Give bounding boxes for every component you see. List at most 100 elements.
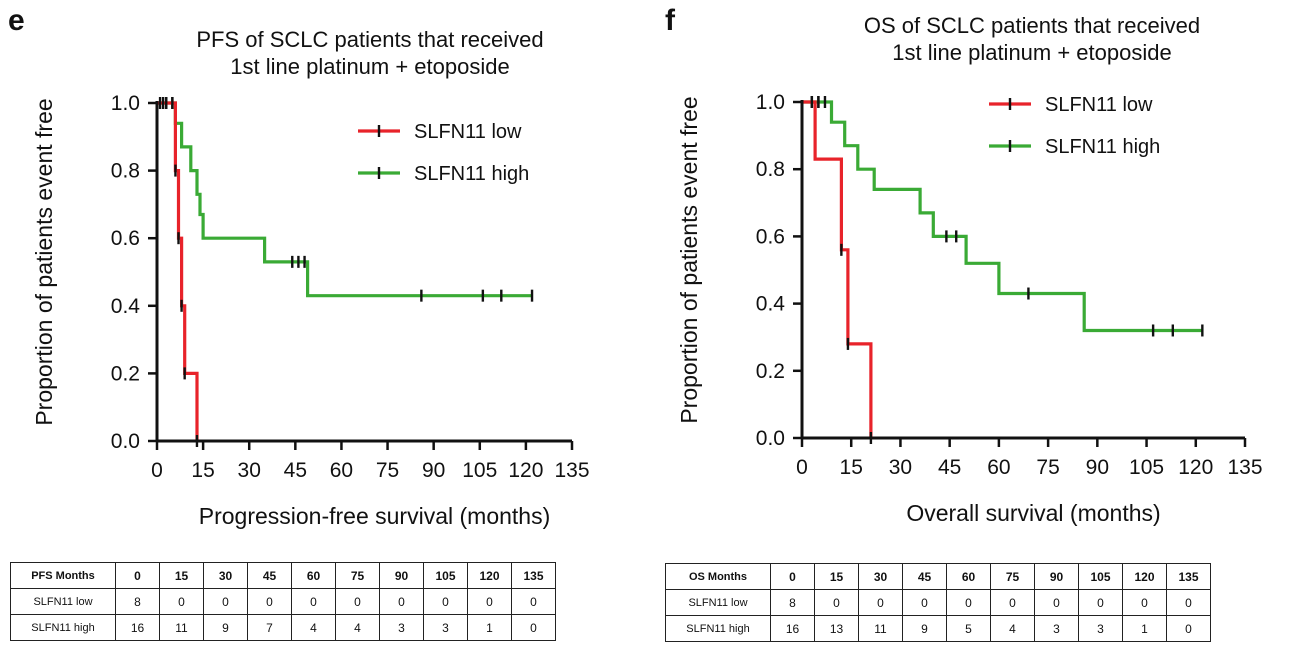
risk-table-time: 15 [159,562,204,589]
risk-table-cell: 0 [203,588,248,615]
risk-table-time: 30 [858,563,903,590]
risk-table-time: 135 [511,562,556,589]
x-axis-title: Overall survival (months) [906,500,1160,526]
risk-table-time: 60 [291,562,336,589]
risk-table-cell: 16 [115,614,160,641]
chart-title-line2: 1st line platinum + etoposide [892,40,1172,65]
x-tick-label: 90 [1086,456,1109,479]
x-tick-label: 45 [284,459,307,482]
legend-label-0: SLFN11 low [414,121,522,143]
risk-table-time: 45 [902,563,947,590]
risk-table-row-label: SLFN11 high [10,614,116,641]
risk-table-cell: 5 [946,615,991,642]
risk-table-cell: 11 [159,614,204,641]
risk-table-time: 135 [1166,563,1211,590]
panel-e: e PFS of SCLC patients that received 1st… [8,4,590,641]
risk-table-cell: 11 [858,615,903,642]
risk-table-cell: 1 [467,614,512,641]
risk-table-time: 90 [379,562,424,589]
x-tick-label: 0 [151,459,163,482]
risk-table-row: SLFN11 low 8 0 0 0 0 0 0 0 0 0 [10,588,556,615]
risk-table-cell: 7 [247,614,292,641]
risk-table-cell: 8 [115,588,160,615]
chart-title-line1: PFS of SCLC patients that received [196,27,544,52]
x-tick-label: 105 [1129,456,1164,479]
risk-table-cell: 3 [379,614,424,641]
risk-table-row-label: SLFN11 low [665,589,771,616]
risk-table-pfs: PFS Months 0 15 30 45 60 75 90 105 120 135 SLFN11 l… [10,562,556,641]
risk-table-cell: 0 [467,588,512,615]
risk-table-time: 105 [1078,563,1123,590]
risk-table-time: 120 [467,562,512,589]
risk-table-cell: 9 [902,615,947,642]
risk-table-row-label: SLFN11 low [10,588,116,615]
risk-table-cell: 0 [946,589,991,616]
chart-title: OS of SCLC patients that received 1st li… [802,12,1262,66]
risk-table-cell: 3 [1078,615,1123,642]
x-tick-label: 75 [376,459,399,482]
km-plot-pfs: 0 15 30 45 60 75 90 105 120 135 0.0 0.2 0.4 0.6 0.8 1.0… [31,92,590,529]
x-tick-label: 30 [238,459,261,482]
chart-title-line2: 1st line platinum + etoposide [230,54,510,79]
x-tick-label: 30 [889,456,912,479]
risk-table-time: 120 [1122,563,1167,590]
risk-table-cell: 4 [990,615,1035,642]
risk-table-cell: 8 [770,589,815,616]
risk-table-cell: 0 [858,589,903,616]
legend-label-0: SLFN11 low [1045,94,1153,116]
legend-label-1: SLFN11 high [1045,136,1160,158]
risk-table-cell: 0 [1034,589,1079,616]
y-tick-label: 0.0 [111,430,140,453]
x-tick-label: 0 [796,456,808,479]
x-tick-label: 60 [987,456,1010,479]
series-line-0 [802,100,873,438]
y-tick-label: 0.8 [756,158,785,181]
risk-table-row: SLFN11 high 16 11 9 7 4 4 3 3 1 0 [10,614,556,641]
risk-table-time: 75 [990,563,1035,590]
x-tick-label: 105 [462,459,497,482]
risk-table-cell: 3 [1034,615,1079,642]
series-line-0 [157,101,199,441]
risk-table-time: 15 [814,563,859,590]
risk-table-time: 75 [335,562,380,589]
risk-table-cell: 0 [159,588,204,615]
x-tick-label: 45 [938,456,961,479]
risk-table-cell: 0 [291,588,336,615]
x-tick-label: 135 [1227,456,1262,479]
risk-table-cell: 0 [335,588,380,615]
x-tick-label: 15 [840,456,863,479]
risk-table-cell: 4 [335,614,380,641]
risk-table-cell: 0 [511,614,556,641]
y-tick-label: 0.0 [756,427,785,450]
risk-table-cell: 0 [1166,589,1211,616]
risk-table-cell: 0 [1166,615,1211,642]
risk-table-header-row: PFS Months 0 15 30 45 60 75 90 105 120 135 [10,562,556,589]
risk-table-header: OS Months [665,563,771,590]
y-tick-label: 1.0 [111,92,140,115]
y-tick-label: 0.8 [111,160,140,183]
risk-table-row: SLFN11 low 8 0 0 0 0 0 0 0 0 0 [665,589,1211,616]
x-tick-label: 120 [508,459,543,482]
risk-table-cell: 0 [814,589,859,616]
risk-table-row-label: SLFN11 high [665,615,771,642]
risk-table-cell: 0 [990,589,1035,616]
risk-table-cell: 1 [1122,615,1167,642]
risk-table-time: 60 [946,563,991,590]
x-tick-label: 15 [191,459,214,482]
risk-table-cell: 9 [203,614,248,641]
x-tick-label: 60 [330,459,353,482]
km-plot-os: 0 15 30 45 60 75 90 105 120 135 0.0 0.2 0.4 0.6 0.8 1.0… [676,91,1263,526]
y-tick-label: 0.2 [756,360,785,383]
risk-table-time: 90 [1034,563,1079,590]
y-tick-label: 0.4 [756,293,786,316]
risk-table-time: 0 [115,562,160,589]
x-tick-label: 120 [1178,456,1213,479]
y-tick-label: 1.0 [756,91,785,114]
legend-label-1: SLFN11 high [414,163,529,185]
risk-table-cell: 0 [423,588,468,615]
x-tick-label: 75 [1036,456,1059,479]
series-line-1 [157,101,532,298]
risk-table-cell: 0 [1078,589,1123,616]
risk-table-cell: 0 [1122,589,1167,616]
risk-table-header: PFS Months [10,562,116,589]
